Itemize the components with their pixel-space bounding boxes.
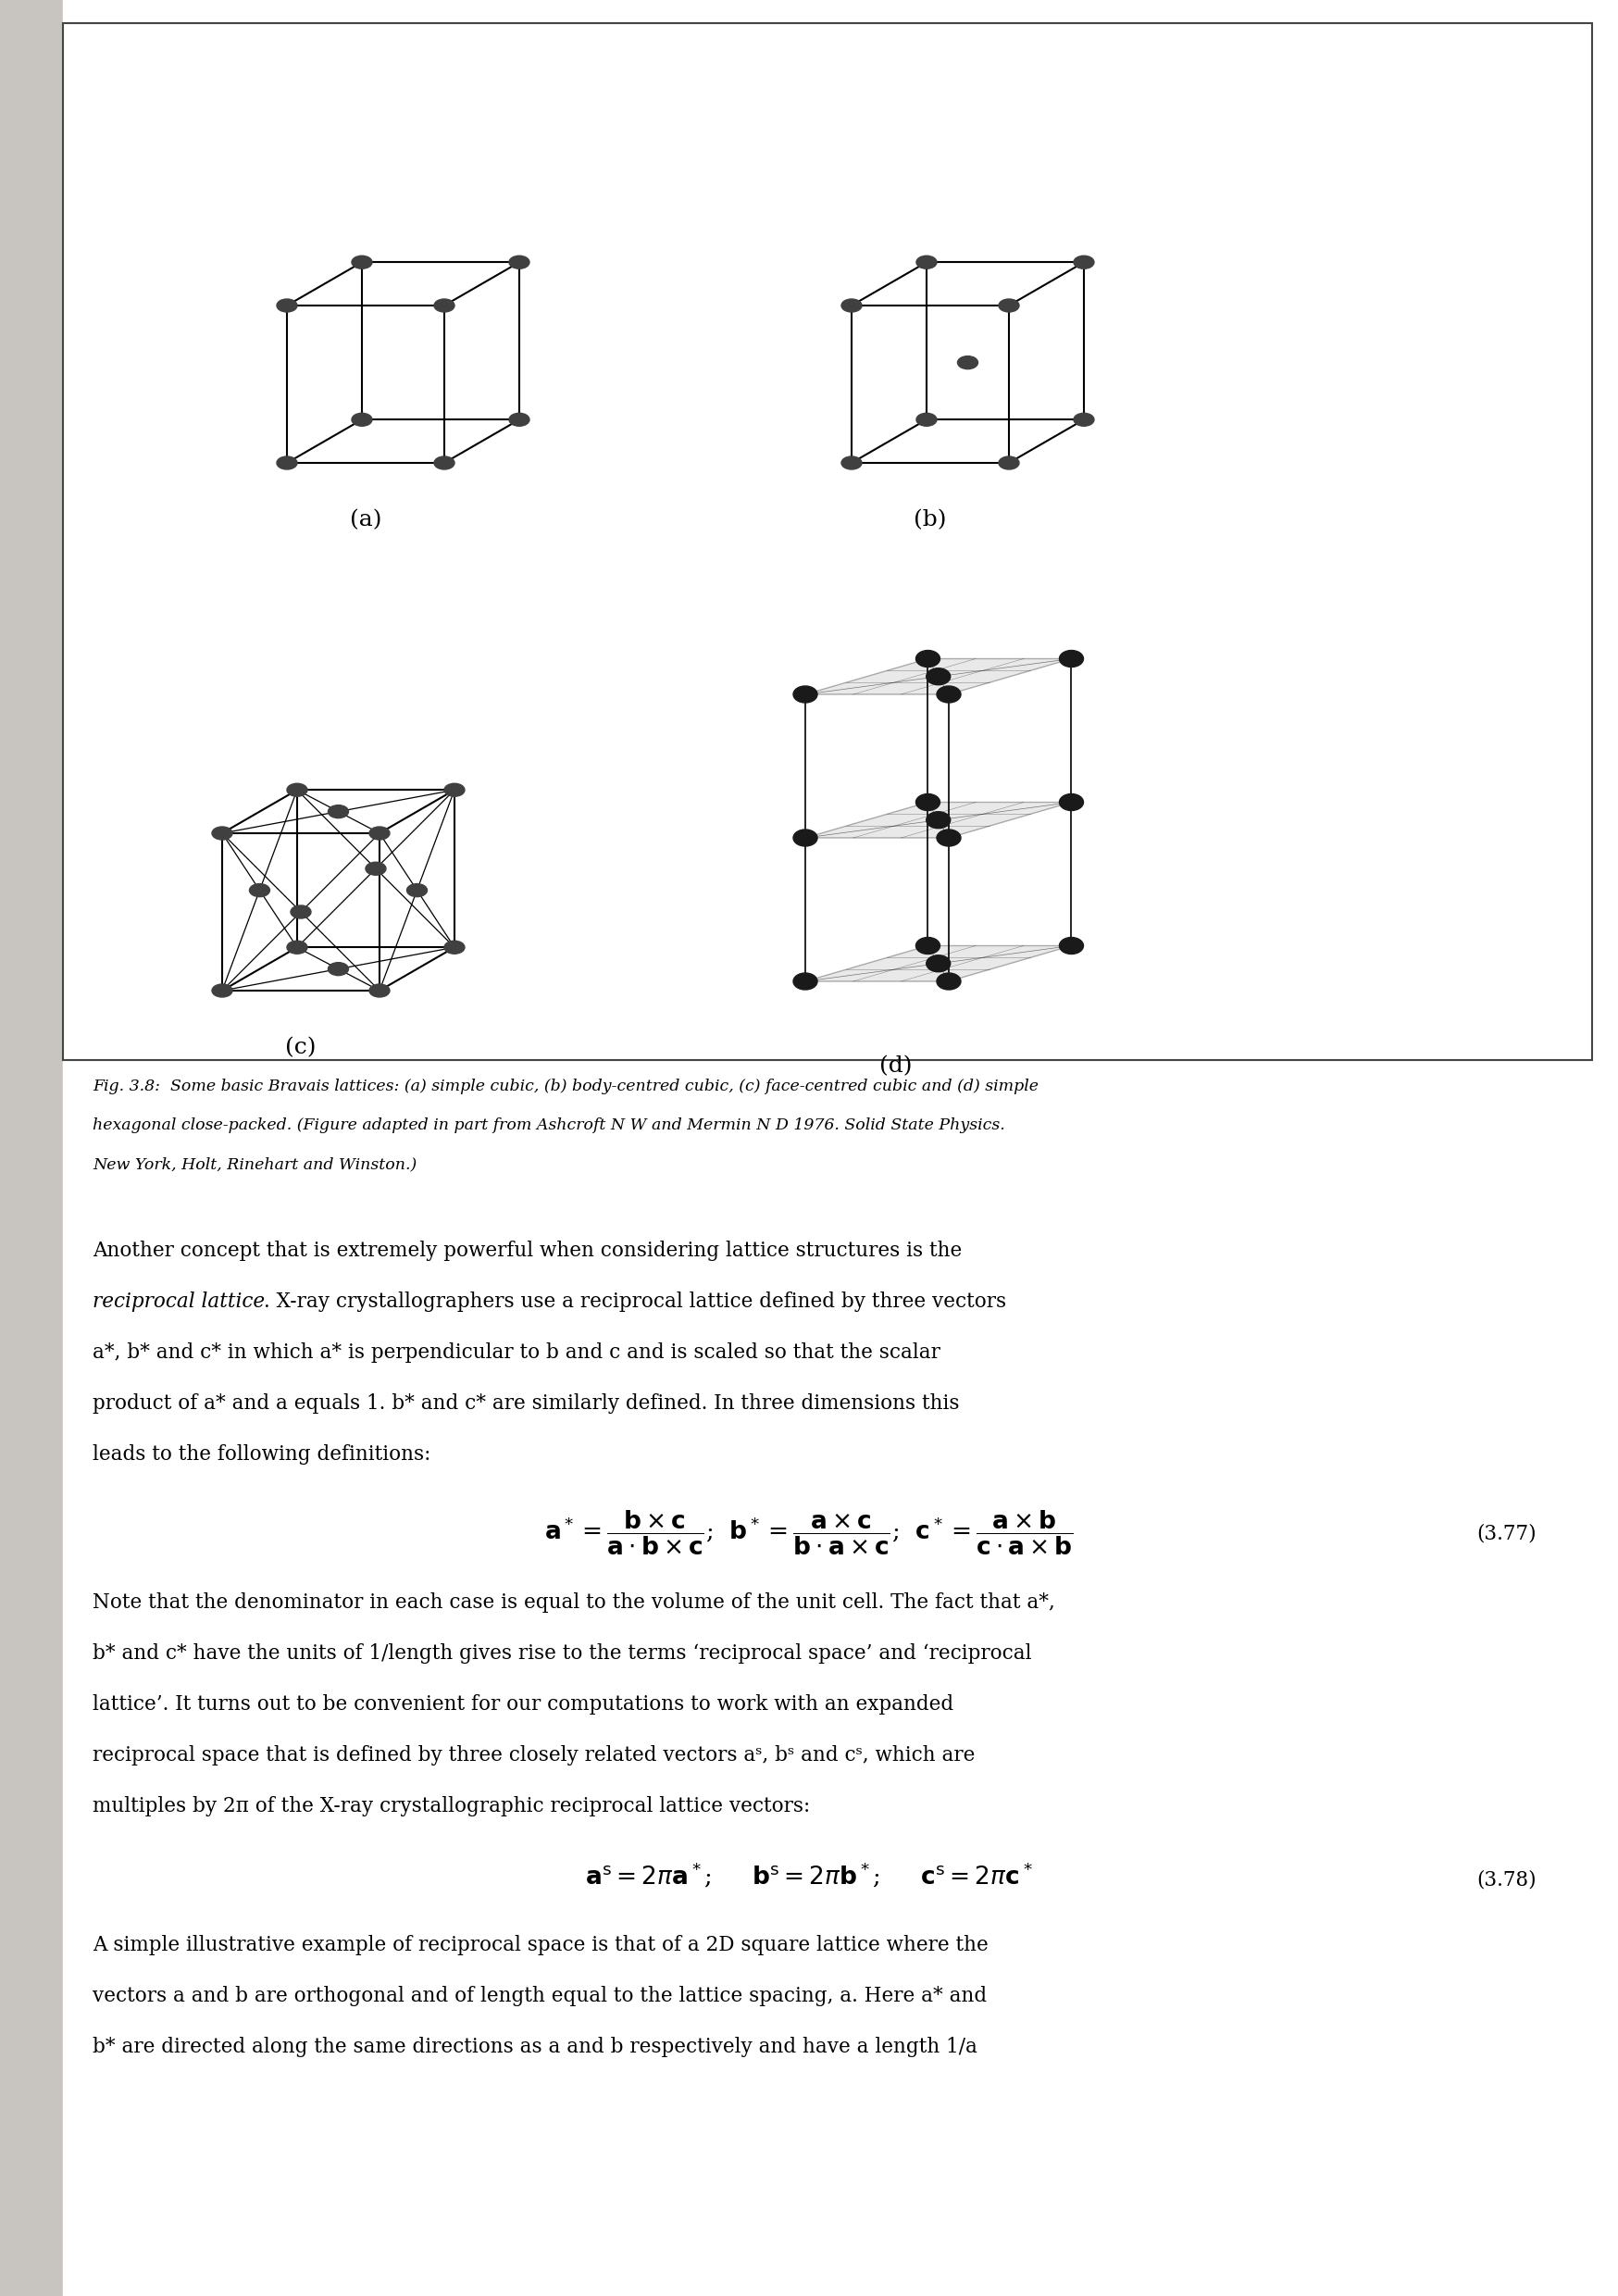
Ellipse shape [916, 794, 940, 810]
Ellipse shape [286, 941, 307, 953]
Text: New York, Holt, Rinehart and Winston.): New York, Holt, Rinehart and Winston.) [92, 1157, 417, 1171]
Ellipse shape [916, 650, 940, 668]
Ellipse shape [434, 298, 455, 312]
Ellipse shape [793, 829, 817, 847]
Ellipse shape [937, 687, 961, 703]
Ellipse shape [937, 974, 961, 990]
Ellipse shape [510, 255, 529, 269]
Ellipse shape [286, 783, 307, 797]
Ellipse shape [212, 827, 233, 840]
Text: (b): (b) [914, 510, 947, 530]
Ellipse shape [916, 413, 937, 427]
Text: reciprocal space that is defined by three closely related vectors aˢ, bˢ and cˢ,: reciprocal space that is defined by thre… [92, 1745, 976, 1766]
Text: leads to the following definitions:: leads to the following definitions: [92, 1444, 430, 1465]
Ellipse shape [445, 783, 464, 797]
Ellipse shape [1074, 255, 1094, 269]
Polygon shape [806, 659, 1071, 693]
Text: b* are directed along the same directions as a and b respectively and have a len: b* are directed along the same direction… [92, 2037, 977, 2057]
Ellipse shape [998, 457, 1019, 468]
Text: $\mathbf{a}^* = \dfrac{\mathbf{b} \times \mathbf{c}}{\mathbf{a} \cdot \mathbf{b}: $\mathbf{a}^* = \dfrac{\mathbf{b} \times… [544, 1508, 1074, 1557]
Text: multiples by 2π of the X-ray crystallographic reciprocal lattice vectors:: multiples by 2π of the X-ray crystallogr… [92, 1795, 811, 1816]
Text: product of a* and a equals 1. b* and c* are similarly defined. In three dimensio: product of a* and a equals 1. b* and c* … [92, 1394, 959, 1414]
Ellipse shape [366, 863, 387, 875]
Bar [63, 23, 1592, 1061]
Ellipse shape [1060, 937, 1084, 955]
Ellipse shape [277, 457, 298, 468]
Text: . X-ray crystallographers use a reciprocal lattice defined by three vectors: . X-ray crystallographers use a reciproc… [264, 1290, 1006, 1311]
Ellipse shape [212, 985, 233, 996]
Ellipse shape [841, 298, 862, 312]
Ellipse shape [1074, 413, 1094, 427]
Ellipse shape [351, 255, 372, 269]
Text: reciprocal lattice: reciprocal lattice [92, 1290, 265, 1311]
Ellipse shape [916, 255, 937, 269]
Text: A simple illustrative example of reciprocal space is that of a 2D square lattice: A simple illustrative example of recipro… [92, 1936, 989, 1956]
Ellipse shape [793, 974, 817, 990]
Ellipse shape [369, 827, 390, 840]
Polygon shape [806, 946, 1071, 980]
Text: (3.78): (3.78) [1477, 1871, 1537, 1890]
Ellipse shape [406, 884, 427, 898]
Text: lattice’. It turns out to be convenient for our computations to work with an exp: lattice’. It turns out to be convenient … [92, 1694, 953, 1715]
Ellipse shape [793, 687, 817, 703]
Ellipse shape [249, 884, 270, 898]
Ellipse shape [510, 413, 529, 427]
Ellipse shape [1060, 650, 1084, 668]
Text: (c): (c) [285, 1038, 317, 1058]
Ellipse shape [328, 962, 348, 976]
Text: (3.77): (3.77) [1477, 1522, 1537, 1543]
Ellipse shape [445, 941, 464, 953]
Text: vectors a and b are orthogonal and of length equal to the lattice spacing, a. He: vectors a and b are orthogonal and of le… [92, 1986, 987, 2007]
Ellipse shape [927, 955, 950, 971]
Ellipse shape [958, 356, 977, 370]
Text: b* and c* have the units of 1/length gives rise to the terms ‘reciprocal space’ : b* and c* have the units of 1/length giv… [92, 1644, 1032, 1665]
Ellipse shape [916, 937, 940, 955]
Text: (d): (d) [879, 1056, 913, 1077]
Ellipse shape [291, 905, 311, 918]
Text: $\mathbf{a}^\mathrm{s} = 2\pi\mathbf{a}^*$;  $\quad\mathbf{b}^\mathrm{s} = 2\pi\: $\mathbf{a}^\mathrm{s} = 2\pi\mathbf{a}^… [586, 1860, 1032, 1890]
Text: (a): (a) [349, 510, 382, 530]
Text: Fig. 3.8:  Some basic Bravais lattices: (a) simple cubic, (b) body-centred cubic: Fig. 3.8: Some basic Bravais lattices: (… [92, 1079, 1039, 1095]
Ellipse shape [434, 457, 455, 468]
Ellipse shape [927, 813, 950, 829]
Ellipse shape [369, 985, 390, 996]
Ellipse shape [927, 668, 950, 684]
Ellipse shape [998, 298, 1019, 312]
Ellipse shape [351, 413, 372, 427]
Text: Note that the denominator in each case is equal to the volume of the unit cell. : Note that the denominator in each case i… [92, 1593, 1055, 1612]
Ellipse shape [277, 298, 298, 312]
Ellipse shape [328, 806, 348, 817]
Polygon shape [806, 801, 1071, 838]
Ellipse shape [937, 829, 961, 847]
Text: hexagonal close-packed. (Figure adapted in part from Ashcroft N W and Mermin N D: hexagonal close-packed. (Figure adapted … [92, 1118, 1005, 1134]
Text: Another concept that is extremely powerful when considering lattice structures i: Another concept that is extremely powerf… [92, 1240, 963, 1261]
Ellipse shape [1060, 794, 1084, 810]
Text: a*, b* and c* in which a* is perpendicular to b and c and is scaled so that the : a*, b* and c* in which a* is perpendicul… [92, 1343, 940, 1364]
Ellipse shape [841, 457, 862, 468]
